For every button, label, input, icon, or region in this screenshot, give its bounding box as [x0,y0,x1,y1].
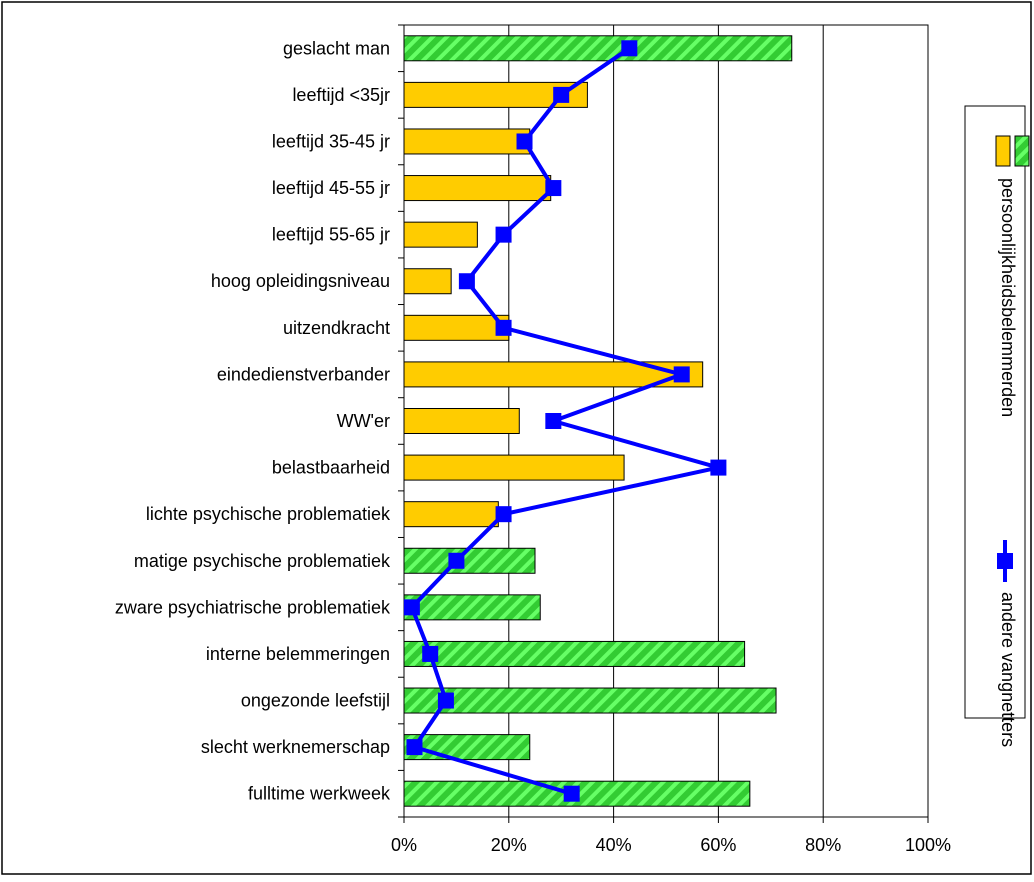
category-label: hoog opleidingsniveau [211,271,390,291]
bar [403,640,746,667]
legend-line-marker [997,553,1013,569]
bar [403,547,536,574]
line-marker [553,86,570,103]
category-label: slecht werknemerschap [201,737,390,757]
x-tick-label: 80% [805,835,841,855]
bar [403,128,531,155]
line-marker [545,413,562,429]
line-marker [495,226,512,243]
line-marker [406,739,423,756]
x-tick-label: 0% [391,835,417,855]
line-marker [673,366,690,383]
line-marker [495,506,512,523]
bar [403,454,625,481]
bar [403,734,531,761]
line-marker [403,599,420,616]
line-marker [545,180,562,197]
line-marker [495,319,512,336]
bar [403,221,478,248]
category-label: zware psychiatrische problematiek [115,597,391,617]
line-marker [516,133,533,150]
line-marker [710,459,727,476]
category-label: leeftijd 35-45 jr [272,131,390,151]
bar [403,501,499,528]
legend-label-bars: persoonlijkheidsbelemmerden [998,178,1018,417]
category-label: belastbaarheid [272,458,390,478]
bar [403,408,520,434]
legend-frame [964,105,1026,719]
x-tick-label: 60% [700,835,736,855]
category-label: leeftijd <35jr [292,85,390,105]
category-label: WW'er [337,411,390,431]
bar [403,314,510,341]
bar [403,35,793,62]
category-label: interne belemmeringen [206,644,390,664]
x-tick-label: 100% [905,835,951,855]
bar [403,175,552,202]
bar [403,268,452,295]
category-label: uitzendkracht [283,318,390,338]
line-marker [563,785,580,802]
category-label: eindedienstverbander [217,364,390,384]
legend-swatch-hatched [1014,135,1030,167]
line-marker [458,273,475,290]
category-label: leeftijd 55-65 jr [272,225,390,245]
line-marker [448,552,465,569]
legend: persoonlijkheidsbelemmerden andere vangn… [964,105,1030,747]
category-label: ongezonde leefstijl [241,691,390,711]
category-label: matige psychische problematiek [134,551,391,571]
line-marker [422,645,439,662]
bar [403,687,777,714]
legend-swatch-solid [995,135,1011,167]
legend-label-line: andere vangnetters [998,592,1018,747]
bar [403,594,541,621]
x-tick-label: 40% [596,835,632,855]
plot-area: 0% 20% 40% 60% 80% 100% geslacht man leeftijd <… [115,24,951,855]
category-label: geslacht man [283,38,390,58]
line-marker [621,40,638,57]
x-tick-label: 20% [491,835,527,855]
category-label: fulltime werkweek [248,784,391,804]
category-label: lichte psychische problematiek [146,504,391,524]
category-label: leeftijd 45-55 jr [272,178,390,198]
line-marker [437,692,454,709]
